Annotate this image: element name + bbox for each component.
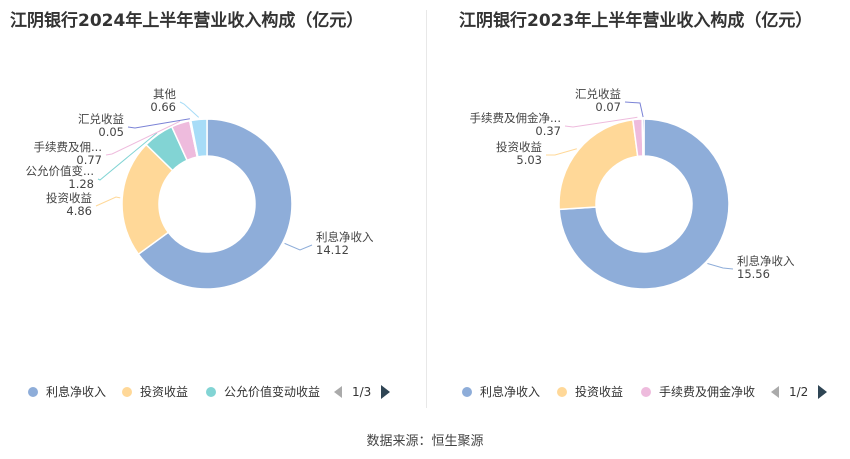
legend-label: 投资收益 xyxy=(140,385,189,399)
slice-label: 投资收益 xyxy=(46,191,92,205)
leader-line xyxy=(284,242,313,251)
slice-value-label: 0.77 xyxy=(76,153,102,167)
donut-slice-0[interactable] xyxy=(137,118,293,290)
legend-dot-icon xyxy=(28,386,38,397)
legend-dot-icon xyxy=(462,386,472,397)
legend-dot-icon xyxy=(122,386,132,397)
legend-item-interest-income[interactable]: 利息净收入 xyxy=(462,383,540,400)
slice-value-label: 0.66 xyxy=(150,100,176,114)
legend-label: 利息净收入 xyxy=(480,385,541,399)
next-page-icon[interactable] xyxy=(818,385,828,399)
slice-label: 汇兑收益 xyxy=(78,112,124,126)
legend-page-indicator: 1/2 xyxy=(789,385,809,399)
chart-title-2023: 江阴银行2023年上半年营业收入构成（亿元） xyxy=(459,11,813,31)
slice-label: 利息净收入 xyxy=(316,230,374,244)
slice-label: 利息净收入 xyxy=(737,254,795,268)
donut-slice-0[interactable] xyxy=(558,118,730,290)
legend-2023: 利息净收入 投资收益 手续费及佣金净收 1/2 xyxy=(425,383,850,403)
leader-line xyxy=(127,118,190,129)
legend-dot-icon xyxy=(641,386,651,397)
slice-value-label: 0.05 xyxy=(98,125,124,139)
slice-value-label: 14.12 xyxy=(316,243,349,257)
donut-slice-3[interactable] xyxy=(641,118,645,157)
legend-dot-icon xyxy=(206,386,216,397)
legend-label: 手续费及佣金净收 xyxy=(659,385,756,399)
leader-line xyxy=(624,101,644,118)
slice-label: 汇兑收益 xyxy=(575,87,621,101)
chart-panel-2023: 江阴银行2023年上半年营业收入构成（亿元） 利息净收入 15.56 投资收益 5.0… xyxy=(425,0,850,420)
legend-item-investment-income[interactable]: 投资收益 xyxy=(122,383,188,400)
data-source-note: 数据来源：恒生聚源 xyxy=(366,434,484,449)
leader-line xyxy=(97,132,158,181)
legend-label: 利息净收入 xyxy=(46,385,107,399)
legend-page-indicator: 1/3 xyxy=(352,385,372,399)
next-page-icon[interactable] xyxy=(381,385,391,399)
slice-value-label: 1.28 xyxy=(68,177,94,191)
slice-label: 手续费及佣... xyxy=(34,140,102,154)
leader-line xyxy=(179,101,200,118)
legend-pager-2023: 1/2 xyxy=(771,385,828,399)
legend-item-investment-income[interactable]: 投资收益 xyxy=(557,383,623,400)
slice-label: 公允价值变... xyxy=(26,164,94,178)
legend-label: 投资收益 xyxy=(575,385,624,399)
slice-value-label: 0.37 xyxy=(535,124,561,138)
slice-label: 其他 xyxy=(153,87,176,101)
chart-panel-2024: 江阴银行2024年上半年营业收入构成（亿元） 利息净收入 14.12 投资收益 4.8… xyxy=(0,0,425,420)
slice-value-label: 15.56 xyxy=(737,267,770,281)
chart-title-2024: 江阴银行2024年上半年营业收入构成（亿元） xyxy=(10,11,364,31)
leader-line xyxy=(95,196,121,207)
prev-page-icon[interactable] xyxy=(334,386,342,398)
leader-line xyxy=(707,263,734,270)
legend-item-interest-income[interactable]: 利息净收入 xyxy=(28,383,106,400)
prev-page-icon[interactable] xyxy=(771,386,779,398)
donut-chart-2024: 利息净收入14.12投资收益4.86公允价值变...1.28手续费及佣...0.… xyxy=(26,87,374,290)
legend-item-fee-commission[interactable]: 手续费及佣金净收 xyxy=(641,383,755,400)
slice-value-label: 0.07 xyxy=(595,100,621,114)
legend-item-fair-value-change[interactable]: 公允价值变动收益 xyxy=(206,383,320,400)
slice-value-label: 5.03 xyxy=(516,153,542,167)
donut-slice-5[interactable] xyxy=(190,118,208,158)
panel-divider xyxy=(426,10,427,408)
leader-line xyxy=(546,148,577,156)
slice-label: 手续费及佣金净... xyxy=(470,111,561,125)
donut-slice-1[interactable] xyxy=(558,118,639,211)
leader-line xyxy=(564,116,638,128)
legend-pager-2024: 1/3 xyxy=(334,385,391,399)
legend-dot-icon xyxy=(557,386,567,397)
slice-label: 投资收益 xyxy=(496,140,542,154)
slice-value-label: 4.86 xyxy=(66,204,92,218)
leader-line xyxy=(105,120,181,156)
legend-label: 公允价值变动收益 xyxy=(224,385,321,399)
legend-2024: 利息净收入 投资收益 公允价值变动收益 1/3 xyxy=(0,383,425,403)
